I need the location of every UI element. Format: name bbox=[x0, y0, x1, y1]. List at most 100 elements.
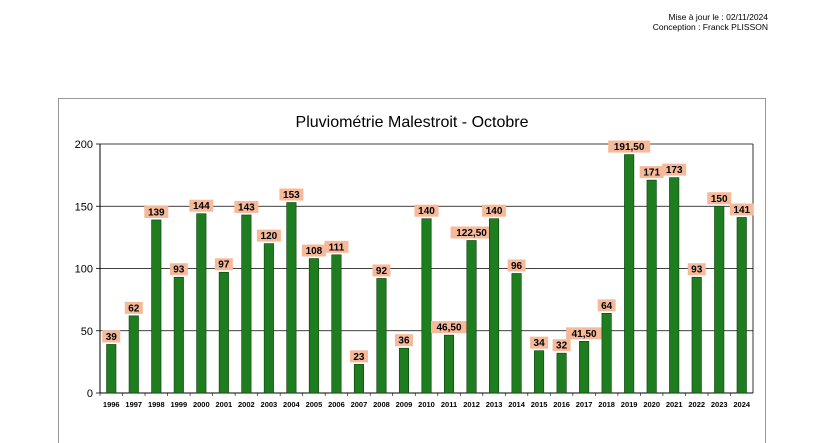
data-label-bg bbox=[566, 327, 603, 340]
data-label-bg bbox=[102, 330, 121, 343]
bar bbox=[398, 347, 410, 394]
y-tick-label: 50 bbox=[81, 326, 93, 338]
data-label: 140 bbox=[418, 206, 435, 217]
bar bbox=[646, 179, 657, 394]
bar bbox=[308, 258, 319, 394]
data-label: 143 bbox=[238, 202, 255, 213]
data-label: 122,50 bbox=[456, 228, 487, 239]
bar bbox=[218, 271, 229, 394]
bar bbox=[241, 214, 252, 394]
x-tick-label: 2014 bbox=[508, 400, 526, 409]
data-label: 96 bbox=[511, 261, 523, 272]
data-label: 62 bbox=[128, 303, 140, 314]
x-tick-label: 1999 bbox=[170, 400, 187, 409]
data-label: 93 bbox=[173, 265, 185, 276]
data-label: 97 bbox=[218, 260, 230, 271]
data-label: 41,50 bbox=[572, 329, 597, 340]
bar bbox=[263, 243, 274, 394]
data-label-bg bbox=[507, 259, 526, 272]
x-tick-label: 2007 bbox=[351, 400, 368, 409]
update-date-text: Mise à jour le : 02/11/2024 bbox=[668, 12, 768, 22]
x-tick-label: 2017 bbox=[576, 400, 593, 409]
data-label-bg bbox=[349, 350, 368, 363]
x-tick-label: 2010 bbox=[418, 400, 435, 409]
data-label: 93 bbox=[691, 265, 703, 276]
data-label-bg bbox=[234, 200, 259, 213]
bar bbox=[489, 218, 500, 394]
data-label-bg bbox=[124, 301, 143, 314]
x-tick-label: 2001 bbox=[216, 400, 233, 409]
data-label-bg bbox=[372, 264, 391, 277]
data-label-bg bbox=[169, 263, 188, 276]
data-label: 120 bbox=[261, 231, 278, 242]
header-meta: Mise à jour le : 02/11/2024 Conception :… bbox=[653, 12, 768, 32]
data-label: 139 bbox=[148, 207, 165, 218]
bar bbox=[624, 154, 635, 394]
data-label-bg bbox=[662, 163, 687, 176]
x-tick-label: 2009 bbox=[396, 400, 413, 409]
x-tick-label: 2008 bbox=[373, 400, 390, 409]
data-label-bg bbox=[482, 204, 507, 217]
bar bbox=[714, 205, 725, 394]
x-tick-label: 2019 bbox=[621, 400, 638, 409]
data-label-bg bbox=[431, 321, 468, 334]
data-label-bg bbox=[450, 226, 493, 239]
data-label-bg bbox=[707, 192, 732, 205]
data-label: 171 bbox=[643, 168, 660, 179]
x-tick-label: 1998 bbox=[148, 400, 165, 409]
bar bbox=[173, 276, 184, 394]
data-label-bg bbox=[414, 204, 439, 217]
data-label: 191,50 bbox=[614, 142, 645, 153]
data-label: 173 bbox=[666, 165, 683, 176]
data-label-bg bbox=[597, 299, 616, 312]
x-tick-label: 2024 bbox=[733, 400, 751, 409]
data-label: 111 bbox=[329, 242, 345, 253]
bar bbox=[691, 276, 702, 394]
data-label: 64 bbox=[601, 301, 613, 312]
bar bbox=[601, 313, 612, 394]
data-label: 150 bbox=[711, 194, 728, 205]
bar bbox=[556, 352, 567, 394]
x-tick-label: 2018 bbox=[598, 400, 615, 409]
chart-title: Pluviométrie Malestroit - Octobre bbox=[295, 114, 529, 131]
bar bbox=[511, 273, 522, 394]
data-label: 32 bbox=[556, 341, 568, 352]
y-tick-label: 200 bbox=[75, 139, 93, 151]
x-tick-label: 2021 bbox=[666, 400, 683, 409]
x-tick-label: 2005 bbox=[306, 400, 323, 409]
y-tick-label: 100 bbox=[75, 264, 93, 276]
data-label-bg bbox=[279, 188, 304, 201]
x-tick-label: 2003 bbox=[261, 400, 278, 409]
data-label: 144 bbox=[193, 201, 210, 212]
bar bbox=[331, 254, 342, 394]
y-tick-label: 0 bbox=[87, 388, 93, 400]
bar bbox=[669, 177, 680, 394]
x-tick-label: 2012 bbox=[463, 400, 480, 409]
x-tick-label: 2022 bbox=[688, 400, 705, 409]
y-tick-label: 150 bbox=[75, 201, 93, 213]
x-tick-label: 2020 bbox=[643, 400, 660, 409]
x-tick-label: 2000 bbox=[193, 400, 210, 409]
data-label-bg bbox=[608, 140, 651, 153]
x-tick-label: 2023 bbox=[711, 400, 728, 409]
bar bbox=[151, 219, 162, 394]
data-label: 46,50 bbox=[437, 323, 462, 334]
x-tick-label: 2002 bbox=[238, 400, 255, 409]
data-label-bg bbox=[729, 203, 754, 216]
data-label: 153 bbox=[283, 190, 300, 201]
x-tick-label: 1997 bbox=[125, 400, 142, 409]
bar bbox=[286, 202, 297, 394]
author-text: Conception : Franck PLISSON bbox=[652, 22, 768, 32]
data-label-bg bbox=[552, 339, 571, 352]
x-tick-label: 2015 bbox=[531, 400, 548, 409]
bar bbox=[106, 344, 117, 394]
x-tick-label: 2004 bbox=[283, 400, 301, 409]
data-label-bg bbox=[530, 336, 549, 349]
data-label-bg bbox=[639, 166, 664, 179]
x-tick-label: 2006 bbox=[328, 400, 345, 409]
bar bbox=[736, 217, 747, 394]
data-label-bg bbox=[256, 229, 281, 242]
data-label: 39 bbox=[106, 332, 118, 343]
x-tick-label: 2013 bbox=[486, 400, 503, 409]
